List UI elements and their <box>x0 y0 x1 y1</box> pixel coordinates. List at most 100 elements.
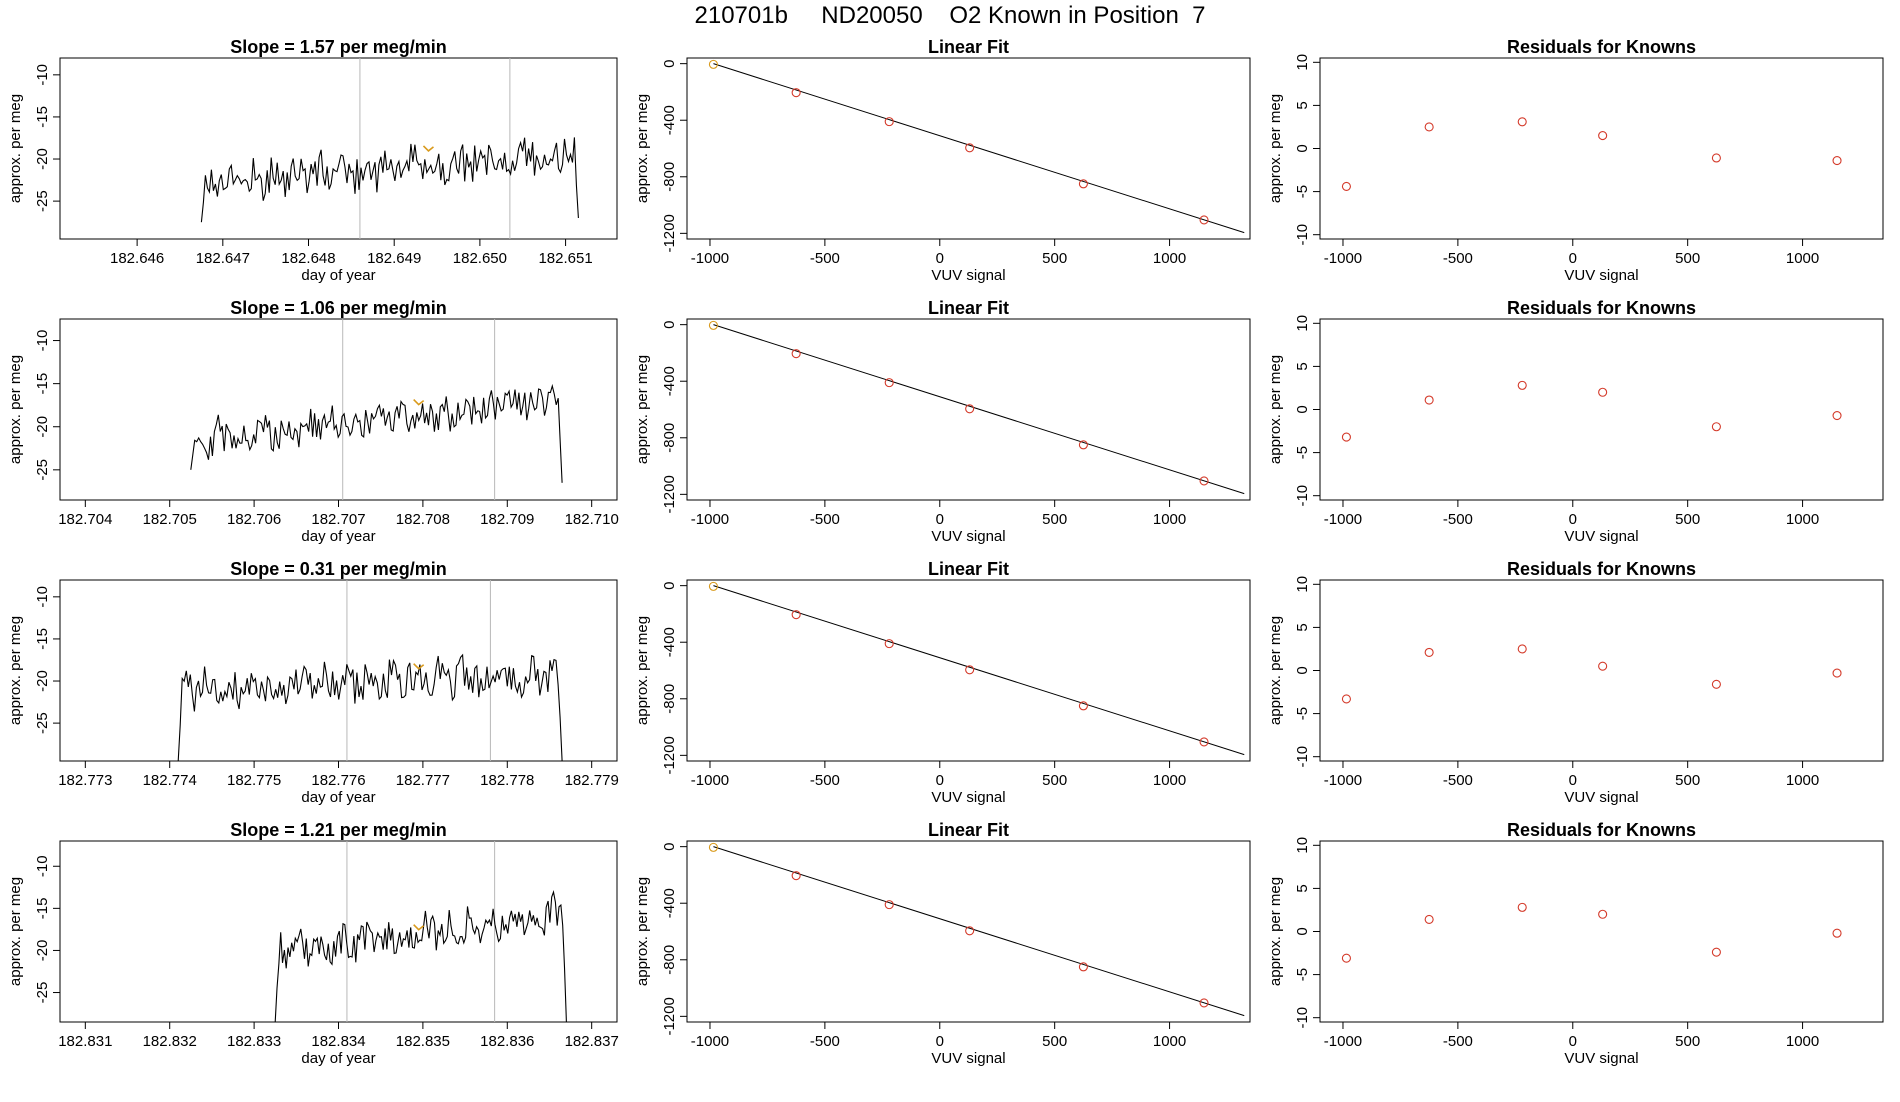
x-tick-label: 182.646 <box>110 250 164 267</box>
x-tick-label: 1000 <box>1786 772 1819 789</box>
x-tick-label: 182.705 <box>143 511 197 528</box>
y-tick-label: -10 <box>1294 485 1311 507</box>
y-tick-label: 0 <box>661 581 678 589</box>
data-point <box>791 349 801 359</box>
panel-title: Residuals for Knowns <box>1507 559 1696 579</box>
y-tick-label: -15 <box>34 898 51 920</box>
y-tick-label: 10 <box>1294 315 1311 332</box>
y-axis-label: approx. per meg <box>634 355 651 464</box>
x-tick-label: 500 <box>1042 772 1067 789</box>
y-tick-label: 5 <box>1294 101 1311 109</box>
x-tick-label: -500 <box>810 772 840 789</box>
data-point <box>1078 962 1088 972</box>
panel-title: Linear Fit <box>928 37 1009 57</box>
linear-fit-panel-3: Linear Fit -1000 -500 0 500 1000 VUV signal -12… <box>634 559 1251 806</box>
y-tick-label: -25 <box>34 982 51 1004</box>
linear-fit-panel-4: Linear Fit -1000 -500 0 500 1000 VUV signal -12… <box>634 820 1251 1067</box>
data-point <box>708 320 718 330</box>
y-tick-label: 5 <box>1294 362 1311 370</box>
x-tick-label: 500 <box>1042 511 1067 528</box>
panel-title: Residuals for Knowns <box>1507 37 1696 57</box>
y-tick-label: -400 <box>661 366 678 396</box>
y-tick-label: -10 <box>34 64 51 86</box>
panel-title: Linear Fit <box>928 298 1009 318</box>
signal-trace <box>177 653 563 761</box>
x-axis-label: VUV signal <box>1564 528 1638 545</box>
x-tick-label: 0 <box>1569 511 1577 528</box>
plot-frame <box>59 57 618 240</box>
data-point <box>1424 122 1434 132</box>
signal-trace <box>274 890 567 1022</box>
y-tick-label: -15 <box>34 628 51 650</box>
x-tick-label: 182.836 <box>480 1033 534 1050</box>
x-tick-label: 0 <box>936 511 944 528</box>
data-point <box>1199 215 1209 225</box>
data-point <box>1832 668 1842 678</box>
data-point <box>1424 914 1434 924</box>
y-tick-label: -400 <box>661 627 678 657</box>
y-tick-label: 10 <box>1294 837 1311 854</box>
y-tick-label: 5 <box>1294 623 1311 631</box>
data-point <box>1199 737 1209 747</box>
y-tick-label: -25 <box>34 459 51 481</box>
x-axis-label: VUV signal <box>1564 267 1638 284</box>
y-tick-label: -400 <box>661 105 678 135</box>
panel-title: Slope = 1.57 per meg/min <box>230 37 447 57</box>
residuals-panel-2: Residuals for Knowns -1000 -500 0 500 1000 VUV… <box>1267 298 1884 545</box>
x-tick-label: -1000 <box>691 511 729 528</box>
y-tick-label: -1200 <box>661 475 678 513</box>
y-tick-label: -5 <box>1294 968 1311 981</box>
x-tick-label: -500 <box>1443 1033 1473 1050</box>
y-tick-label: -800 <box>661 423 678 453</box>
x-tick-label: 182.648 <box>281 250 335 267</box>
data-point <box>708 59 718 69</box>
timeseries-panel-2: Slope = 1.06 per meg/min 182.704 182.705 18… <box>7 298 619 545</box>
data-point <box>884 378 894 388</box>
data-point <box>791 610 801 620</box>
residuals-panel-1: Residuals for Knowns -1000 -500 0 500 1000 VUV… <box>1267 37 1884 284</box>
y-tick-label: -25 <box>34 712 51 734</box>
x-tick-label: 0 <box>1569 250 1577 267</box>
y-tick-label: -5 <box>1294 185 1311 198</box>
y-tick-label: -10 <box>1294 746 1311 768</box>
y-tick-label: -10 <box>34 330 51 352</box>
x-tick-label: -1000 <box>691 1033 729 1050</box>
data-point <box>1517 380 1527 390</box>
data-point <box>708 581 718 591</box>
y-tick-label: 0 <box>1294 144 1311 152</box>
x-tick-label: 182.837 <box>565 1033 619 1050</box>
y-tick-label: -800 <box>661 684 678 714</box>
y-tick-label: -25 <box>34 190 51 212</box>
plot-frame <box>686 318 1251 501</box>
x-tick-label: 182.774 <box>143 772 197 789</box>
plot-frame <box>59 318 618 501</box>
x-tick-label: 182.647 <box>196 250 250 267</box>
data-point <box>1199 998 1209 1008</box>
plot-frame <box>59 840 618 1023</box>
x-tick-label: 182.650 <box>453 250 507 267</box>
y-axis-label: approx. per meg <box>1267 94 1284 203</box>
y-tick-label: 10 <box>1294 54 1311 71</box>
y-axis-label: approx. per meg <box>1267 355 1284 464</box>
data-point <box>1424 395 1434 405</box>
x-tick-label: 500 <box>1675 511 1700 528</box>
fit-line <box>713 846 1245 1017</box>
x-tick-label: -1000 <box>1324 511 1362 528</box>
data-point <box>1711 153 1721 163</box>
data-point <box>1078 701 1088 711</box>
linear-fit-panel-2: Linear Fit -1000 -500 0 500 1000 VUV signal -12… <box>634 298 1251 545</box>
data-point <box>965 665 975 675</box>
data-point <box>791 871 801 881</box>
x-tick-label: 500 <box>1675 1033 1700 1050</box>
x-tick-label: -500 <box>1443 772 1473 789</box>
x-tick-label: 182.706 <box>227 511 281 528</box>
signal-trace <box>190 383 563 483</box>
x-tick-label: 1000 <box>1153 772 1186 789</box>
x-tick-label: 182.651 <box>538 250 592 267</box>
x-tick-label: 0 <box>936 250 944 267</box>
y-tick-label: -15 <box>34 106 51 128</box>
panel-title: Linear Fit <box>928 820 1009 840</box>
x-tick-label: 0 <box>1569 1033 1577 1050</box>
y-tick-label: -5 <box>1294 707 1311 720</box>
x-tick-label: 182.834 <box>311 1033 365 1050</box>
